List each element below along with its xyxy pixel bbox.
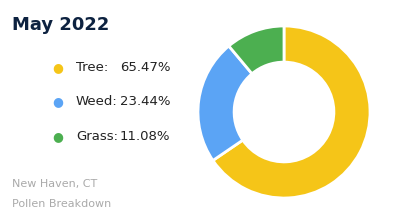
Wedge shape (198, 46, 252, 160)
Text: Grass:: Grass: (76, 130, 118, 143)
Text: ●: ● (52, 95, 63, 108)
Text: 11.08%: 11.08% (120, 130, 170, 143)
Text: Weed:: Weed: (76, 95, 118, 108)
Wedge shape (229, 26, 284, 74)
Text: ●: ● (52, 130, 63, 143)
Text: Tree:: Tree: (76, 61, 108, 74)
Text: Pollen Breakdown: Pollen Breakdown (12, 199, 111, 209)
Text: New Haven, CT: New Haven, CT (12, 179, 97, 189)
Text: May 2022: May 2022 (12, 16, 109, 34)
Text: 65.47%: 65.47% (120, 61, 170, 74)
Text: 23.44%: 23.44% (120, 95, 170, 108)
Wedge shape (213, 26, 370, 198)
Text: ●: ● (52, 61, 63, 74)
